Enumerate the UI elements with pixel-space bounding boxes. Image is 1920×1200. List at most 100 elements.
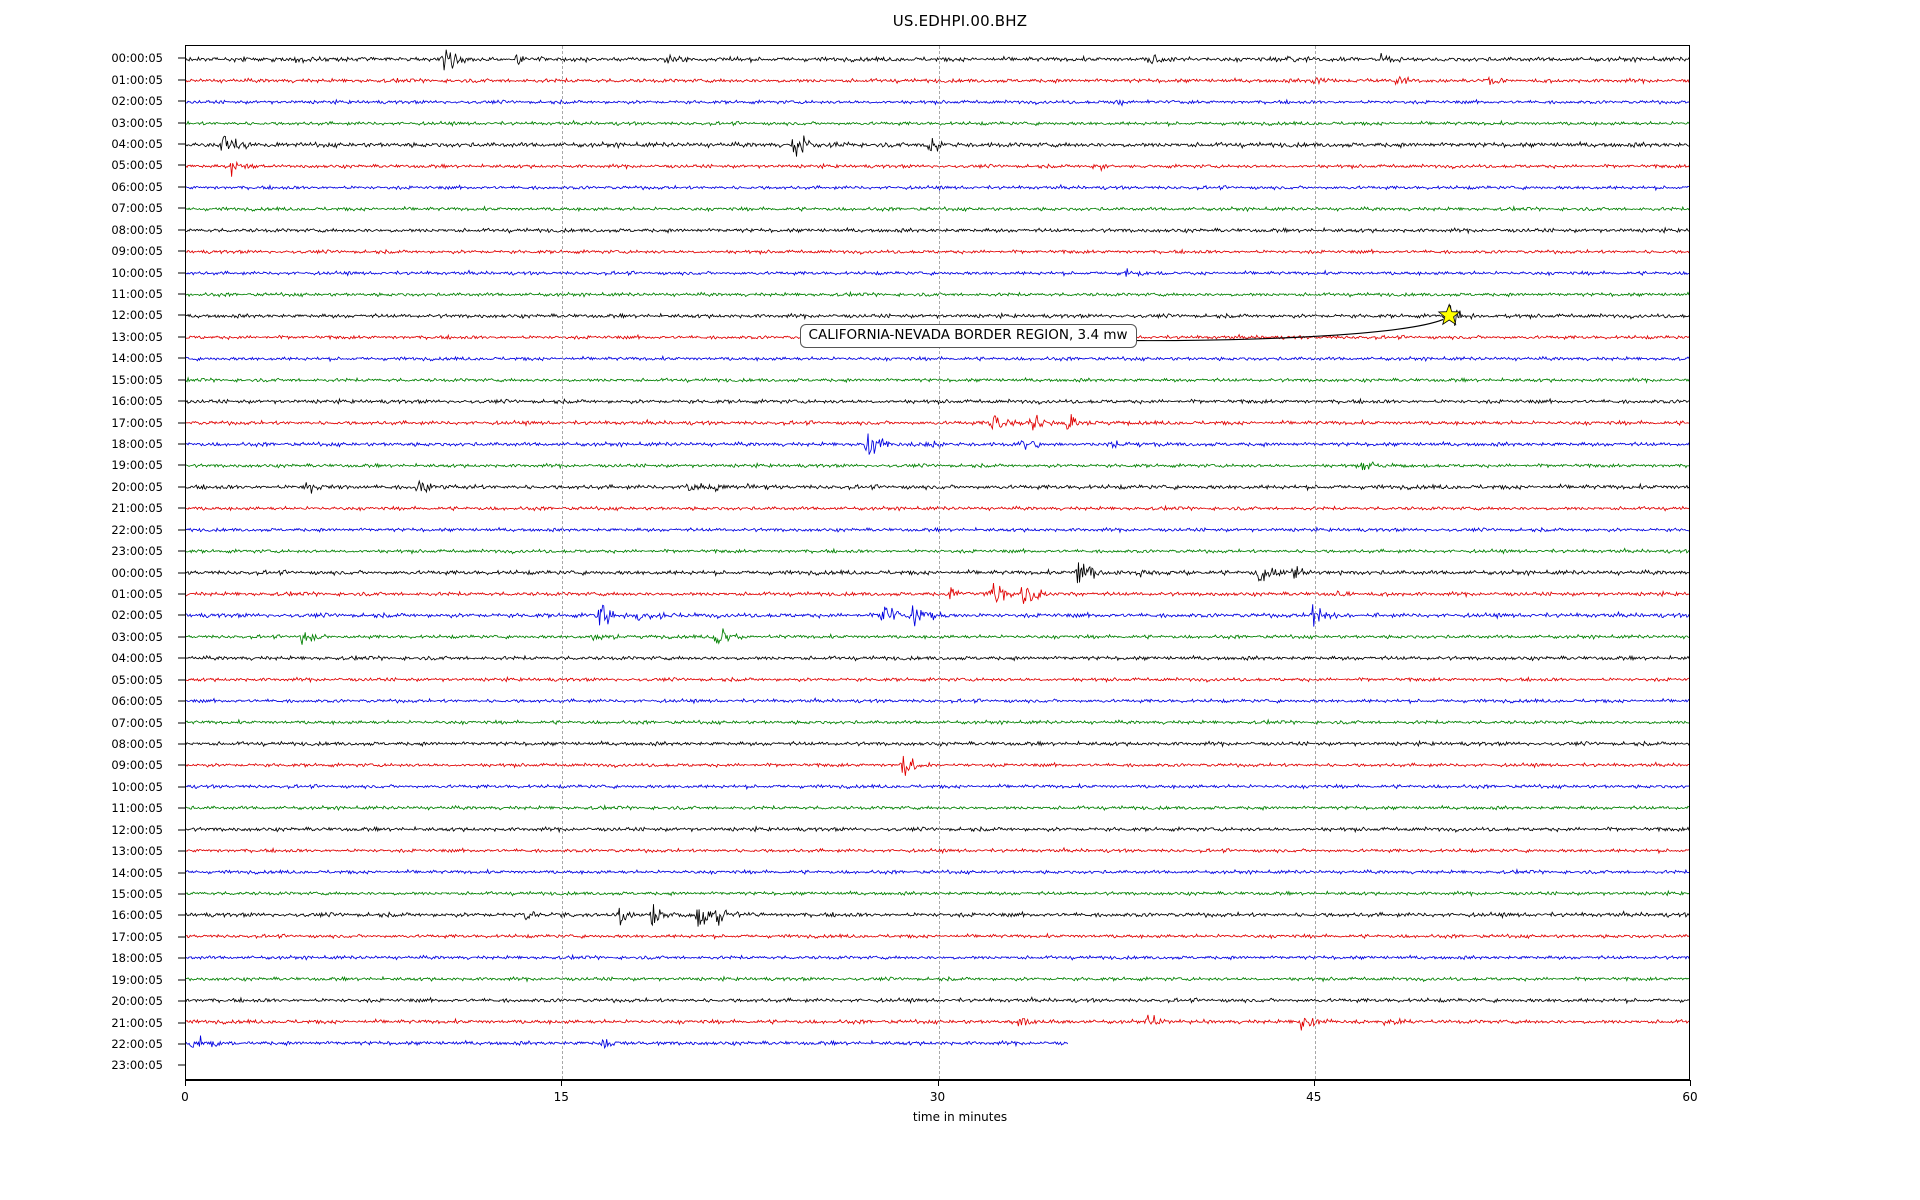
trace-row-16 xyxy=(186,397,1689,406)
event-annotation-label[interactable]: CALIFORNIA-NEVADA BORDER REGION, 3.4 mw xyxy=(799,323,1137,348)
y-tick-16 xyxy=(178,400,185,402)
trace-row-45 xyxy=(186,1014,1689,1031)
y-tick-label-3: 03:00:05 xyxy=(111,115,163,130)
y-tick-label-35: 11:00:05 xyxy=(111,801,163,816)
trace-row-18 xyxy=(186,433,1689,455)
trace-row-42 xyxy=(186,953,1689,961)
y-tick-label-11: 11:00:05 xyxy=(111,287,163,301)
trace-row-24 xyxy=(186,562,1689,584)
trace-row-7 xyxy=(186,205,1689,213)
y-tick-47 xyxy=(178,1064,185,1066)
y-tick-label-16: 16:00:05 xyxy=(111,394,163,409)
x-tick-15 xyxy=(561,1080,563,1086)
y-tick-36 xyxy=(178,829,185,831)
y-tick-37 xyxy=(178,850,185,852)
y-tick-label-25: 01:00:05 xyxy=(111,587,163,601)
y-tick-14 xyxy=(178,357,185,359)
y-tick-7 xyxy=(178,207,185,209)
y-tick-44 xyxy=(178,1000,185,1002)
y-tick-10 xyxy=(178,272,185,274)
trace-row-27 xyxy=(186,628,1689,645)
y-tick-18 xyxy=(178,443,185,445)
gridline-30 xyxy=(938,46,940,1079)
x-tick-label-30: 30 xyxy=(929,1090,946,1104)
y-tick-label-20: 20:00:05 xyxy=(111,479,163,494)
y-tick-label-47: 23:00:05 xyxy=(111,1058,163,1073)
trace-row-15 xyxy=(186,376,1689,384)
y-tick-39 xyxy=(178,893,185,895)
trace-row-1 xyxy=(186,75,1689,86)
y-tick-label-4: 04:00:05 xyxy=(111,137,163,151)
y-tick-label-45: 21:00:05 xyxy=(111,1015,163,1030)
x-tick-label-60: 60 xyxy=(1682,1090,1698,1104)
y-tick-40 xyxy=(178,914,185,916)
y-tick-11 xyxy=(178,293,185,295)
trace-row-41 xyxy=(186,932,1689,940)
trace-row-28 xyxy=(186,654,1689,662)
y-tick-34 xyxy=(178,786,185,788)
y-tick-label-1: 01:00:05 xyxy=(111,72,163,87)
trace-row-36 xyxy=(186,825,1689,834)
y-tick-label-31: 07:00:05 xyxy=(111,715,163,730)
y-tick-13 xyxy=(178,336,185,338)
trace-row-19 xyxy=(186,461,1689,471)
y-tick-label-42: 18:00:05 xyxy=(111,951,163,966)
y-tick-label-32: 08:00:05 xyxy=(111,737,163,751)
y-tick-38 xyxy=(178,872,185,874)
y-tick-6 xyxy=(178,186,185,188)
trace-row-38 xyxy=(186,868,1689,876)
trace-row-35 xyxy=(186,803,1689,812)
y-tick-30 xyxy=(178,700,185,702)
trace-row-39 xyxy=(186,889,1689,898)
trace-canvas xyxy=(186,46,1689,1079)
y-tick-5 xyxy=(178,164,185,166)
y-tick-label-23: 23:00:05 xyxy=(111,544,163,559)
y-tick-20 xyxy=(178,486,185,488)
y-tick-3 xyxy=(178,122,185,124)
x-tick-45 xyxy=(1313,1080,1315,1086)
y-tick-9 xyxy=(178,250,185,252)
y-tick-22 xyxy=(178,529,185,531)
y-tick-label-28: 04:00:05 xyxy=(111,651,163,666)
trace-row-22 xyxy=(186,526,1689,534)
trace-row-6 xyxy=(186,183,1689,192)
trace-row-30 xyxy=(186,697,1689,705)
y-tick-0 xyxy=(178,57,185,59)
y-axis-labels: 00:00:05 01:00:05 02:00:05 03:00:05 04:00:05… xyxy=(0,0,185,1200)
trace-row-4 xyxy=(186,135,1689,157)
y-tick-19 xyxy=(178,464,185,466)
trace-row-0 xyxy=(186,49,1689,71)
y-tick-35 xyxy=(178,807,185,809)
y-tick-label-7: 07:00:05 xyxy=(111,201,163,216)
y-tick-17 xyxy=(178,422,185,424)
trace-row-25 xyxy=(186,583,1689,604)
plot-area xyxy=(185,45,1690,1080)
y-tick-42 xyxy=(178,957,185,959)
y-tick-label-15: 15:00:05 xyxy=(111,372,163,387)
trace-row-10 xyxy=(186,268,1689,278)
y-tick-label-40: 16:00:05 xyxy=(111,908,163,923)
trace-row-3 xyxy=(186,119,1689,128)
y-tick-29 xyxy=(178,679,185,681)
trace-row-32 xyxy=(186,739,1689,748)
x-axis-title: time in minutes xyxy=(912,1110,1008,1124)
trace-row-31 xyxy=(186,718,1689,726)
y-tick-label-10: 10:00:05 xyxy=(111,265,163,280)
figure-title: US.EDHPI.00.BHZ xyxy=(892,12,1028,30)
x-tick-0 xyxy=(185,1080,186,1086)
y-tick-label-43: 19:00:05 xyxy=(111,972,163,987)
y-tick-label-36: 12:00:05 xyxy=(111,822,163,837)
trace-row-9 xyxy=(186,248,1689,256)
y-tick-label-17: 17:00:05 xyxy=(111,415,163,430)
trace-row-5 xyxy=(186,160,1689,177)
y-tick-label-21: 21:00:05 xyxy=(111,501,163,516)
trace-row-46 xyxy=(186,1035,1069,1050)
gridline-15 xyxy=(562,46,564,1079)
y-tick-46 xyxy=(178,1043,185,1045)
trace-row-34 xyxy=(186,782,1689,791)
y-tick-label-14: 14:00:05 xyxy=(111,351,163,366)
y-tick-label-46: 22:00:05 xyxy=(111,1037,163,1051)
y-tick-12 xyxy=(178,314,185,316)
trace-row-29 xyxy=(186,675,1689,684)
